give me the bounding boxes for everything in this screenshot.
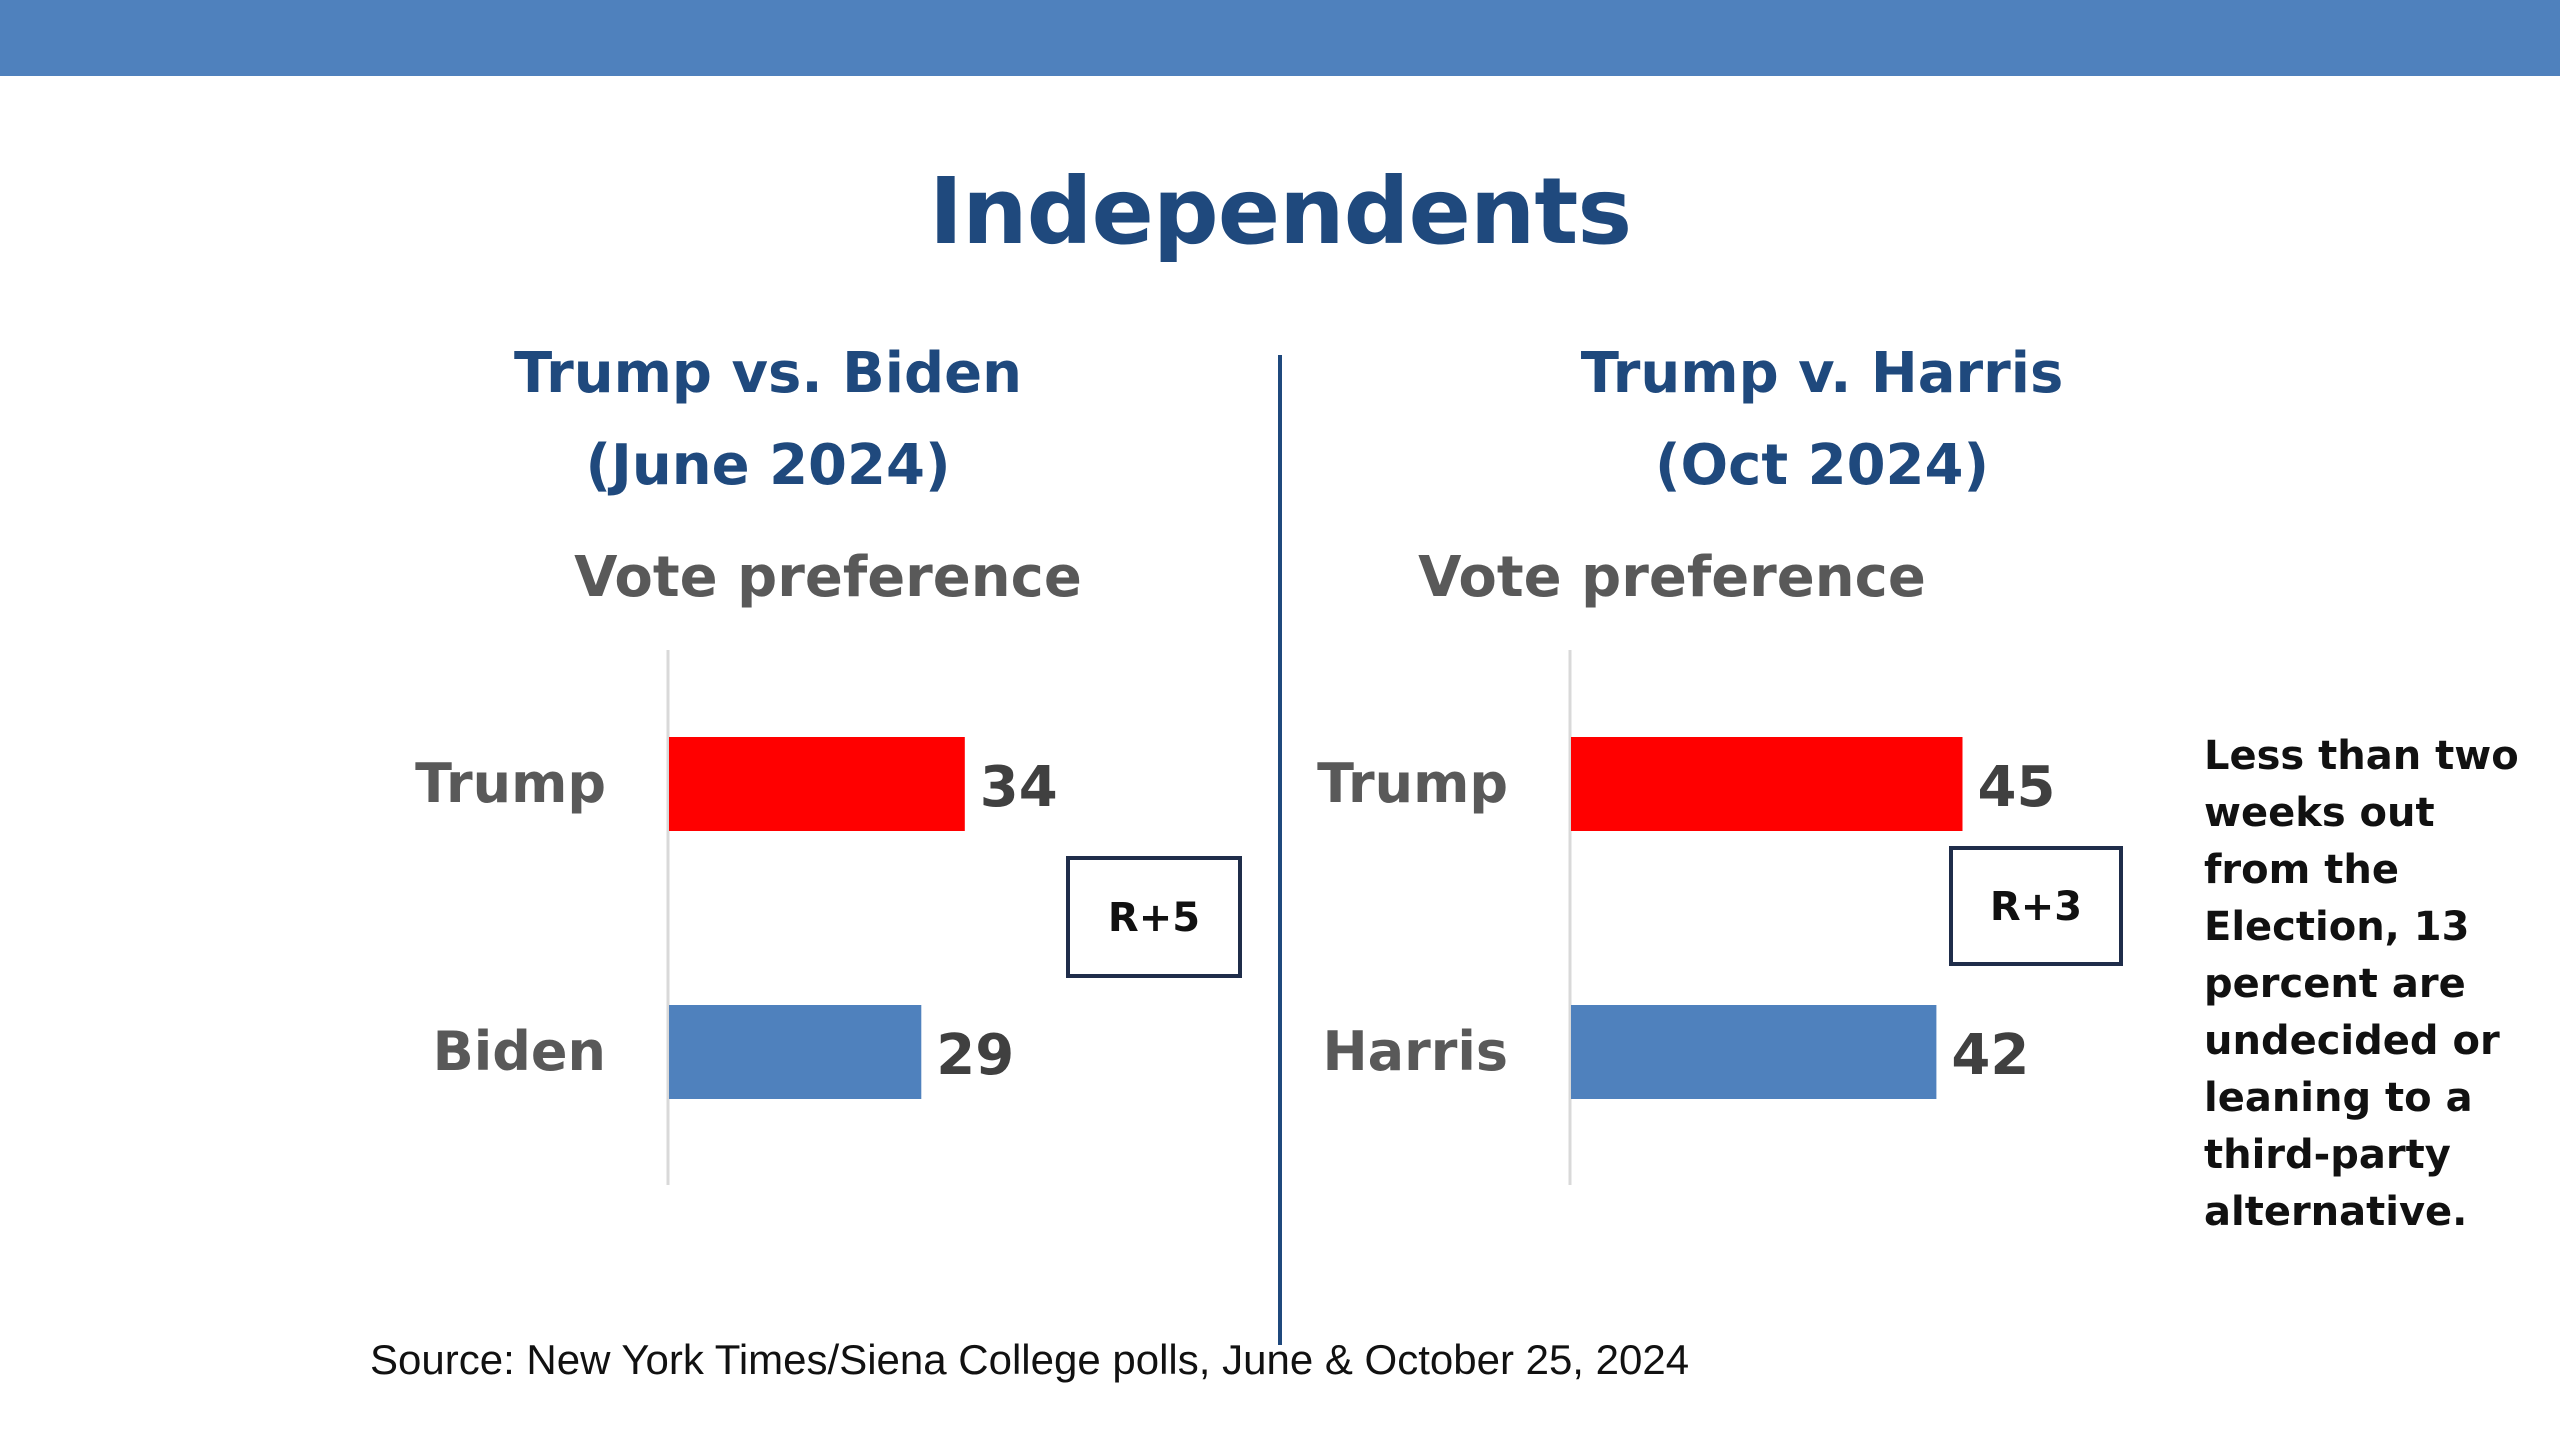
category-label-biden: Biden (433, 1020, 606, 1083)
slide-title: Independents (928, 158, 1632, 265)
data-label-harris: 42 (1951, 1023, 2029, 1088)
source-note: Source: New York Times/Siena College pol… (370, 1336, 1690, 1383)
category-label-trump: Trump (1317, 752, 1508, 815)
data-label-trump: 45 (1978, 755, 2056, 820)
chart-title: Trump vs. Biden (514, 341, 1022, 406)
data-label-biden: 29 (936, 1023, 1014, 1088)
data-label-trump: 34 (980, 755, 1058, 820)
category-label-trump: Trump (415, 752, 606, 815)
bar-biden (669, 1005, 922, 1099)
chart-heading: Vote preference (1418, 545, 1926, 610)
bar-trump (1571, 737, 1963, 831)
margin-callout-box (1066, 856, 1242, 978)
chart-subtitle: (June 2024) (585, 433, 950, 498)
bar-trump (669, 737, 965, 831)
chart-heading: Vote preference (574, 545, 1082, 610)
top-banner (0, 0, 2560, 76)
category-label-harris: Harris (1322, 1020, 1508, 1083)
panel-divider (1278, 355, 1282, 1345)
chart-title: Trump v. Harris (1581, 341, 2064, 406)
margin-callout-label: R+5 (1108, 895, 1200, 941)
bar-harris (1571, 1005, 1937, 1099)
side-note: Less than two weeks out from the Electio… (2204, 733, 2519, 1235)
chart-subtitle: (Oct 2024) (1655, 433, 1989, 498)
margin-callout-box (1949, 846, 2123, 966)
margin-callout-label: R+3 (1990, 884, 2082, 930)
